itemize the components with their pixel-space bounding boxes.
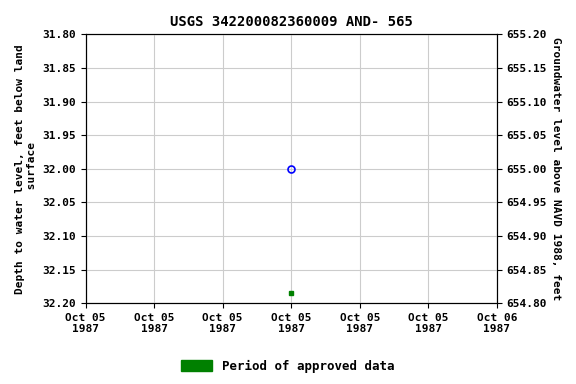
Title: USGS 342200082360009 AND- 565: USGS 342200082360009 AND- 565 [170, 15, 412, 29]
Y-axis label: Groundwater level above NAVD 1988, feet: Groundwater level above NAVD 1988, feet [551, 37, 561, 300]
Y-axis label: Depth to water level, feet below land
 surface: Depth to water level, feet below land su… [15, 44, 37, 294]
Legend: Period of approved data: Period of approved data [176, 355, 400, 378]
